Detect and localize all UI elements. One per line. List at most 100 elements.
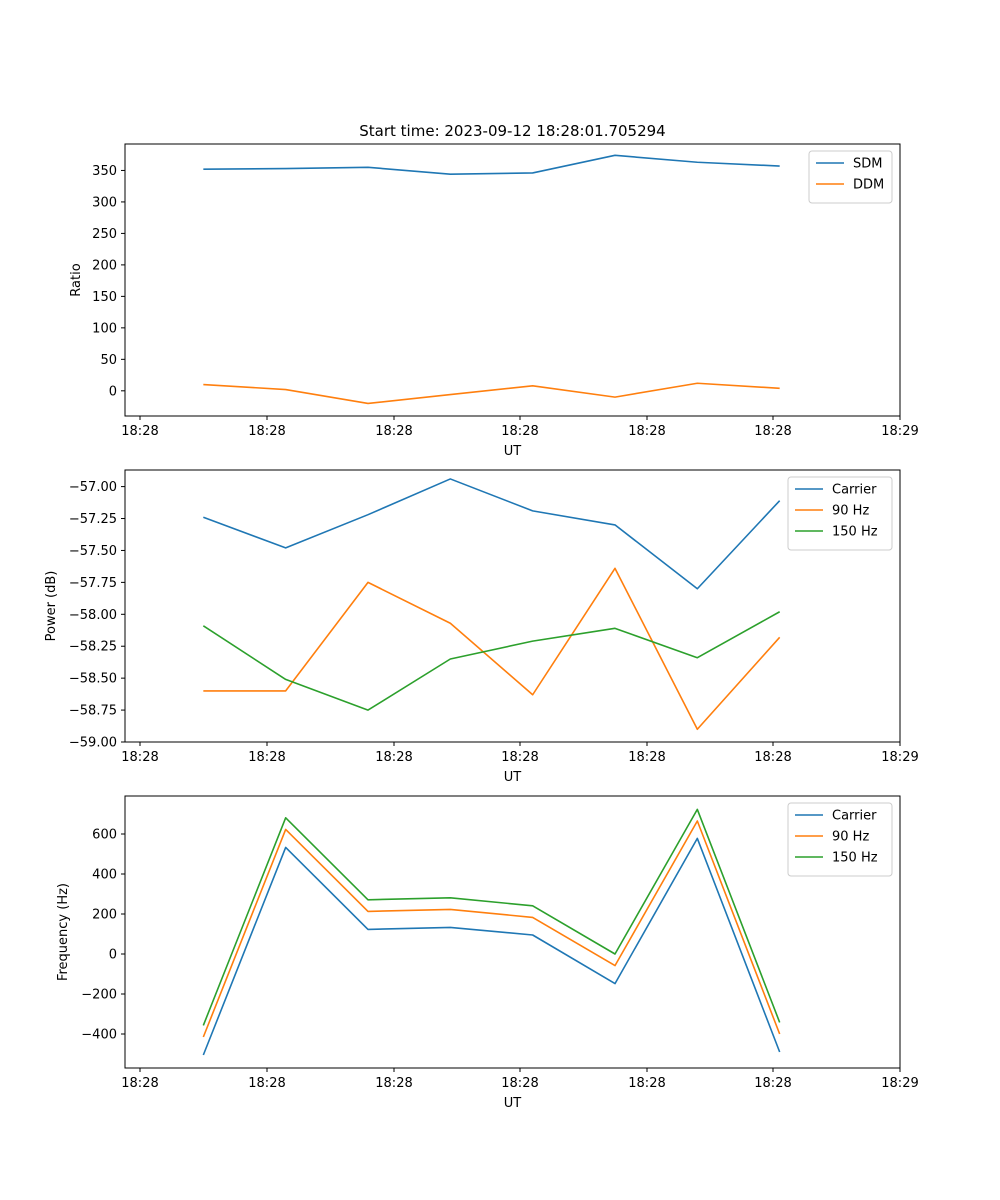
x-tick-label: 18:29	[881, 750, 918, 765]
data-point	[778, 387, 781, 390]
y-tick-label: 200	[92, 258, 117, 273]
legend-label: 150 Hz	[832, 851, 878, 866]
x-tick-label: 18:28	[501, 1076, 538, 1091]
data-point	[367, 898, 370, 901]
data-point	[449, 477, 452, 480]
y-tick-label: −57.00	[69, 480, 117, 495]
data-point	[696, 587, 699, 590]
data-point	[284, 388, 287, 391]
series-line-carrier	[202, 837, 781, 1056]
data-point	[778, 1021, 781, 1024]
data-point	[202, 1036, 205, 1039]
data-point	[531, 171, 534, 174]
data-point	[284, 828, 287, 831]
y-tick-label: 50	[100, 353, 117, 368]
x-axis-label: UT	[504, 1096, 522, 1111]
data-point	[367, 928, 370, 931]
data-point	[614, 982, 617, 985]
data-point	[778, 1033, 781, 1036]
chart-panels: 18:28 18:28 18:28 18:28 18:28 18:28 18:29 0 50 10…	[44, 143, 919, 1111]
data-point	[202, 689, 205, 692]
y-tick-label: −58.50	[69, 672, 117, 687]
data-point	[202, 168, 205, 171]
data-point	[284, 816, 287, 819]
data-point	[696, 656, 699, 659]
y-tick-label: −400	[81, 1028, 117, 1043]
x-tick-label: 18:28	[248, 424, 285, 439]
y-tick-label: 150	[92, 290, 117, 305]
legend: Carrier 90 Hz 150 Hz	[787, 802, 893, 877]
data-point	[778, 610, 781, 613]
y-axis-label: Power (dB)	[44, 571, 59, 642]
series-line-sdm	[203, 154, 780, 176]
data-point	[449, 173, 452, 176]
data-point	[531, 509, 534, 512]
data-point	[202, 1024, 205, 1027]
data-point	[531, 934, 534, 937]
y-tick-label: −58.75	[69, 704, 117, 719]
series-line-90-hz	[203, 567, 781, 731]
data-point	[202, 383, 205, 386]
data-point	[284, 546, 287, 549]
data-point	[284, 846, 287, 849]
x-axis-label: UT	[504, 770, 522, 785]
data-point	[614, 567, 617, 570]
legend-box	[808, 150, 893, 204]
data-point	[284, 689, 287, 692]
data-point	[696, 728, 699, 731]
data-point	[614, 396, 617, 399]
series-line-150-hz	[202, 611, 781, 711]
data-point	[449, 926, 452, 929]
data-point	[202, 624, 205, 627]
x-tick-label: 18:29	[881, 1076, 918, 1091]
data-point	[367, 709, 370, 712]
data-point	[614, 953, 617, 956]
chart-panel-1: 18:28 18:28 18:28 18:28 18:28 18:28 18:29 0 50 10…	[69, 143, 919, 459]
data-point	[696, 837, 699, 840]
legend-label: Carrier	[832, 483, 877, 498]
x-tick-label: 18:28	[628, 424, 665, 439]
data-point	[367, 513, 370, 516]
x-tick-label: 18:29	[881, 424, 918, 439]
data-point	[449, 622, 452, 625]
x-tick-label: 18:28	[501, 424, 538, 439]
data-point	[696, 820, 699, 823]
data-point	[531, 916, 534, 919]
data-point	[449, 908, 452, 911]
legend: Carrier 90 Hz 150 Hz	[787, 476, 893, 551]
data-point	[614, 627, 617, 630]
x-tick-label: 18:28	[754, 750, 791, 765]
x-tick-label: 18:28	[121, 750, 158, 765]
data-point	[614, 523, 617, 526]
y-axis-label: Ratio	[69, 263, 84, 296]
chart-panel-3: 18:28 18:28 18:28 18:28 18:28 18:28 18:29 −400 −…	[56, 795, 919, 1111]
data-point	[614, 154, 617, 157]
y-tick-label: −58.25	[69, 640, 117, 655]
plot-area	[124, 795, 901, 1069]
y-axis-label: Frequency (Hz)	[56, 883, 71, 981]
data-point	[284, 678, 287, 681]
data-point	[696, 382, 699, 385]
data-point	[531, 384, 534, 387]
legend-label: 150 Hz	[832, 525, 878, 540]
legend: SDM DDM	[808, 150, 893, 204]
data-point	[367, 402, 370, 405]
y-tick-label: 350	[92, 164, 117, 179]
plot-area	[124, 143, 901, 417]
data-point	[531, 904, 534, 907]
y-tick-label: 200	[92, 908, 117, 923]
legend-label: 90 Hz	[832, 504, 869, 519]
data-point	[531, 693, 534, 696]
data-point	[367, 166, 370, 169]
data-point	[778, 499, 781, 502]
x-tick-label: 18:28	[248, 750, 285, 765]
data-point	[202, 1054, 205, 1057]
series-line-150-hz	[202, 808, 781, 1026]
x-tick-label: 18:28	[628, 1076, 665, 1091]
legend-label: DDM	[853, 178, 884, 193]
x-axis-label: UT	[504, 444, 522, 459]
y-tick-label: −57.50	[69, 544, 117, 559]
x-tick-label: 18:28	[248, 1076, 285, 1091]
data-point	[202, 516, 205, 519]
